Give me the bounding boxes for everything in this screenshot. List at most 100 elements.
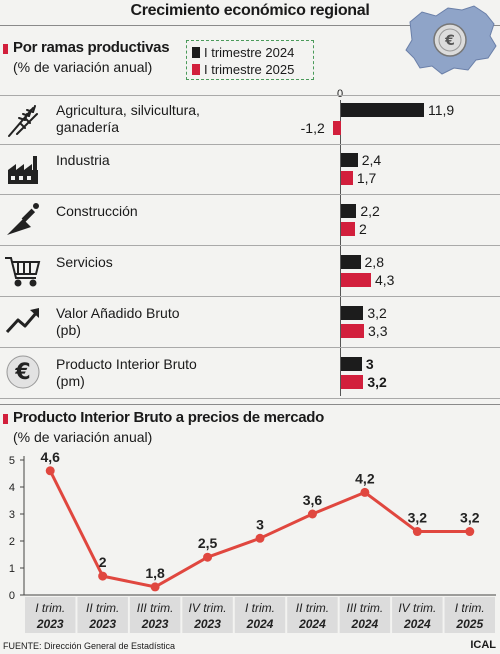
bar-2025-0 [332, 121, 341, 135]
data-point [412, 527, 422, 537]
data-label: 4,6 [40, 449, 60, 465]
y-tick-label: 3 [9, 509, 15, 521]
legend-item-2025: I trimestre 2025 [192, 62, 294, 77]
category-label-servicios: Servicios [56, 254, 113, 270]
x-category-box [77, 597, 128, 633]
y-tick-label: 2 [9, 536, 15, 548]
bar-value-label: 2,2 [360, 203, 380, 219]
category-label-pib: Producto Interior Bruto (pm) [56, 356, 197, 389]
legend-swatch-2024 [192, 47, 200, 58]
legend-swatch-2025 [192, 64, 200, 75]
data-label: 3 [256, 516, 264, 532]
y-tick-label: 5 [9, 455, 15, 467]
data-label: 2,5 [198, 535, 218, 551]
x-category-box [129, 597, 181, 633]
x-tick-label: 2024 [351, 617, 379, 631]
data-point [98, 571, 108, 581]
section1-title: Por ramas productivas [13, 39, 170, 56]
title-divider [0, 25, 500, 26]
x-category-box [25, 597, 76, 633]
bar-value-label: 2,4 [361, 152, 382, 168]
bar-2024-4 [341, 306, 364, 320]
x-tick-label: 2023 [88, 617, 116, 631]
trend-arrow-icon [5, 308, 39, 334]
data-label: 3,6 [303, 492, 323, 508]
row-divider [0, 194, 500, 195]
data-point [45, 466, 55, 476]
wheat-icon [8, 105, 38, 137]
x-tick-label: II trim. [296, 601, 329, 615]
x-tick-label: I trim. [455, 601, 485, 615]
bar-value-label: -1,2 [300, 120, 325, 136]
data-point [203, 552, 213, 562]
factory-icon [8, 156, 38, 184]
page-title: Crecimiento económico regional [130, 2, 370, 19]
svg-text:€: € [444, 33, 455, 49]
row-divider [0, 95, 500, 96]
x-tick-label: 2023 [36, 617, 64, 631]
brand-logo: ICAL [470, 639, 496, 651]
data-point [307, 509, 317, 519]
category-label-vab: Valor Añadido Bruto (pb) [56, 305, 180, 338]
row-divider [0, 296, 500, 297]
data-point [360, 487, 370, 497]
x-tick-label: 2024 [246, 617, 274, 631]
bar-2025-2 [341, 222, 355, 236]
x-category-box [444, 597, 495, 633]
data-label: 1,8 [145, 565, 165, 581]
x-tick-label: I trim. [245, 601, 275, 615]
bar-2025-5 [341, 375, 364, 389]
x-tick-label: III trim. [137, 601, 174, 615]
source-note: FUENTE: Dirección General de Estadística [3, 641, 176, 651]
bar-value-label: 11,9 [428, 102, 455, 118]
bar-2024-5 [341, 357, 362, 371]
y-tick-label: 1 [9, 563, 15, 575]
euro-icon: € [6, 355, 40, 389]
x-tick-label: II trim. [86, 601, 119, 615]
bar-2025-4 [341, 324, 365, 338]
category-label-industria: Industria [56, 152, 110, 168]
section2-title: Producto Interior Bruto a precios de mer… [13, 409, 325, 426]
bar-value-label: 1,7 [356, 170, 377, 186]
data-point [465, 527, 475, 537]
x-tick-label: 2024 [403, 617, 431, 631]
data-point [255, 533, 265, 543]
line-chart: 0 1 2 3 4 5 I trim. 2023 II trim. 2023 III trim. 20… [9, 449, 496, 633]
bar-2024-3 [341, 255, 361, 269]
row-divider [0, 398, 500, 399]
legend: I trimestre 2024 I trimestre 2025 [186, 40, 314, 80]
x-tick-label: 2023 [193, 617, 221, 631]
bar-value-label: 3,2 [367, 374, 387, 390]
region-map-icon: € [405, 5, 497, 75]
x-tick-label: IV trim. [189, 601, 227, 615]
data-label: 2 [99, 554, 107, 570]
x-category-box [234, 597, 286, 633]
x-tick-label: III trim. [347, 601, 384, 615]
row-divider [0, 347, 500, 348]
legend-item-2024: I trimestre 2024 [192, 45, 294, 60]
x-category-box [339, 597, 391, 633]
x-tick-label: I trim. [35, 601, 65, 615]
x-category-box [287, 597, 338, 633]
cart-icon [5, 257, 41, 287]
data-label: 3,2 [408, 510, 428, 526]
trowel-icon [7, 203, 39, 235]
x-category-box [182, 597, 233, 633]
data-point [150, 582, 160, 592]
bar-value-label: 3,3 [368, 323, 388, 339]
section-divider [0, 404, 500, 405]
section-bullet [3, 414, 8, 424]
section2-subtitle: (% de variación anual) [13, 429, 153, 445]
bar-2024-1 [341, 153, 358, 167]
bar-2025-3 [341, 273, 371, 287]
x-tick-label: 2025 [455, 617, 483, 631]
bar-value-label: 2,8 [364, 254, 384, 270]
x-tick-label: IV trim. [398, 601, 436, 615]
bar-2024-0 [341, 103, 424, 117]
data-label: 4,2 [355, 470, 375, 486]
x-tick-label: 2023 [141, 617, 169, 631]
row-divider [0, 144, 500, 145]
x-category-box [392, 597, 443, 633]
bar-value-label: 3 [365, 356, 374, 372]
row-divider [0, 245, 500, 246]
